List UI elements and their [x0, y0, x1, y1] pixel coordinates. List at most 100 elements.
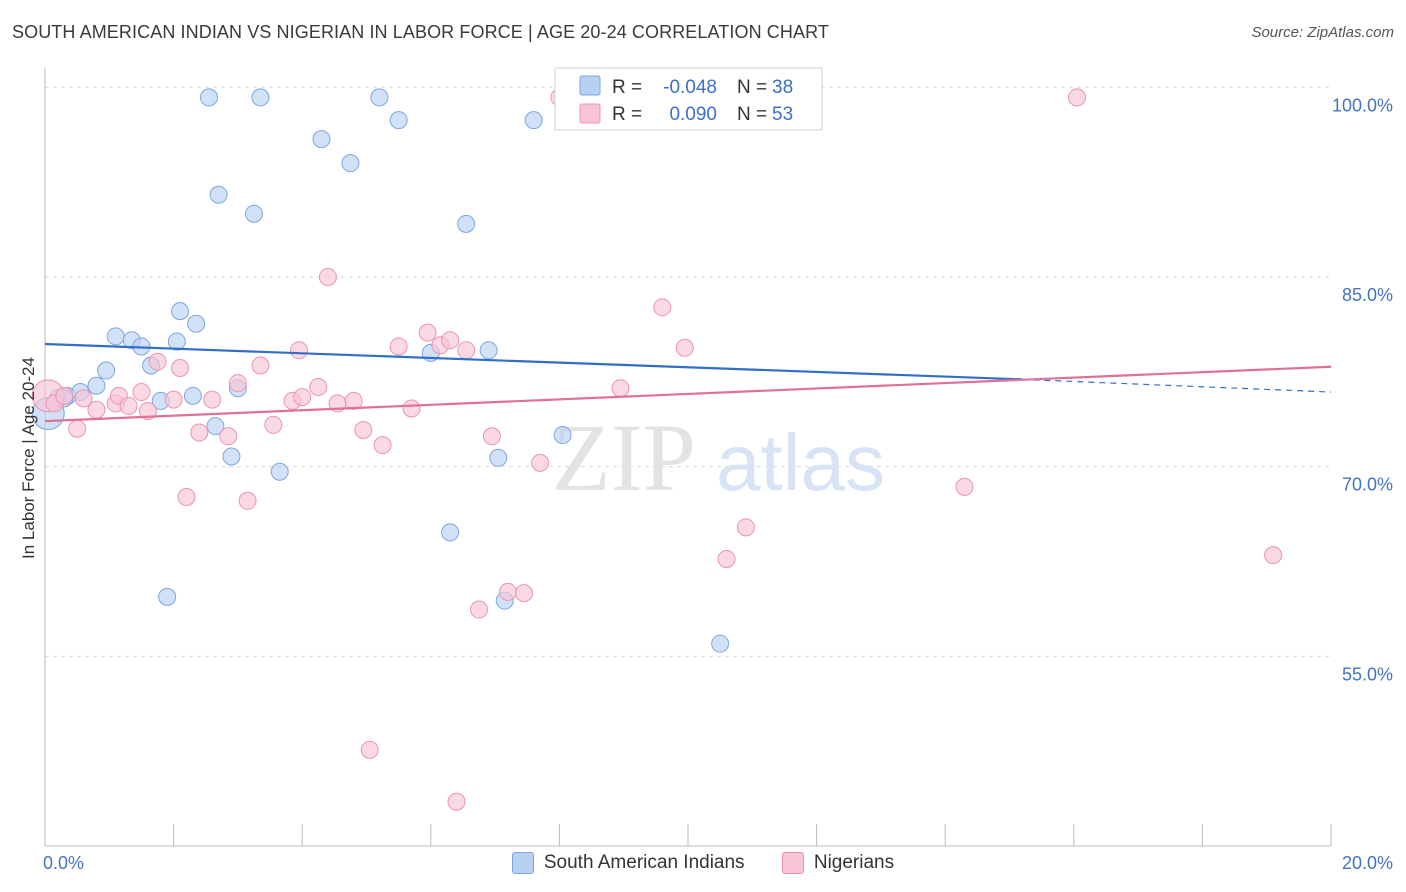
point-pink-5 — [87, 400, 106, 419]
point-pink-42 — [515, 584, 534, 603]
point-pink-25 — [309, 377, 328, 396]
axis-layer: 100.0% 85.0% 70.0% 55.0% 0.0% 20.0% — [43, 68, 1393, 873]
point-pink-29 — [354, 420, 373, 439]
point-blue-31 — [479, 341, 498, 360]
point-pink-48 — [675, 338, 694, 357]
trend-line-blue-dashed — [1022, 378, 1332, 393]
watermark-zip: ZIP — [552, 404, 696, 511]
point-blue-23 — [270, 462, 289, 481]
point-pink-26 — [318, 267, 337, 286]
legend-r-value-1: -0.048 — [663, 77, 717, 98]
point-pink-12 — [164, 390, 183, 409]
point-blue-21 — [244, 204, 263, 223]
legend-r-value-2: 0.090 — [669, 104, 717, 125]
point-pink-46 — [611, 379, 630, 398]
legend-swatch-blue — [579, 75, 601, 96]
point-blue-4 — [87, 376, 106, 395]
point-blue-5 — [97, 361, 116, 380]
watermark: ZIP atlas — [552, 404, 885, 511]
point-blue-15 — [183, 386, 202, 405]
point-pink-3 — [68, 419, 87, 438]
point-pink-43 — [531, 453, 550, 472]
point-pink-49 — [717, 549, 736, 568]
point-pink-51 — [955, 477, 974, 496]
legend-n-value-1: 38 — [772, 77, 793, 98]
point-blue-24 — [312, 130, 331, 149]
y-tick-label-3: 55.0% — [1342, 664, 1393, 684]
watermark-atlas: atlas — [716, 418, 885, 507]
point-pink-9 — [132, 383, 151, 402]
legend-r-label-1: R = — [612, 77, 642, 98]
point-pink-41 — [498, 582, 517, 601]
point-pink-16 — [203, 390, 222, 409]
point-pink-38 — [457, 341, 476, 360]
point-pink-34 — [418, 323, 437, 342]
point-blue-26 — [370, 88, 389, 107]
point-pink-30 — [360, 740, 379, 759]
point-pink-10 — [138, 402, 157, 421]
point-pink-37 — [447, 792, 466, 811]
bottom-legend-item-nigerians: Nigerians — [781, 852, 895, 874]
bottom-legend-swatch-blue — [511, 852, 534, 874]
point-pink-19 — [238, 491, 257, 510]
point-pink-32 — [389, 337, 408, 356]
point-pink-18 — [228, 374, 247, 393]
bottom-legend-label-1: South American Indians — [543, 852, 745, 873]
point-pink-14 — [177, 487, 196, 506]
bottom-legend-item-south-american-indians: South American Indians — [511, 852, 745, 874]
point-pink-40 — [482, 427, 501, 446]
point-pink-17 — [219, 427, 238, 446]
point-blue-19 — [222, 447, 241, 466]
point-pink-31 — [373, 436, 392, 455]
point-blue-36 — [711, 634, 730, 653]
point-pink-24 — [293, 388, 312, 407]
chart-title: SOUTH AMERICAN INDIAN VS NIGERIAN IN LAB… — [12, 22, 829, 42]
point-pink-20 — [251, 356, 270, 375]
y-tick-label-2: 70.0% — [1342, 475, 1393, 495]
point-blue-30 — [457, 214, 476, 233]
bottom-legend-label-2: Nigerians — [813, 852, 895, 873]
legend-r-label-2: R = — [612, 104, 642, 125]
point-pink-53 — [1264, 546, 1283, 565]
point-pink-4 — [74, 389, 93, 408]
point-pink-33 — [402, 399, 421, 418]
point-blue-32 — [489, 448, 508, 467]
point-blue-17 — [209, 185, 228, 204]
point-blue-11 — [158, 587, 177, 606]
point-pink-23 — [289, 341, 308, 360]
point-pink-15 — [190, 423, 209, 442]
point-pink-28 — [344, 391, 363, 410]
point-blue-12 — [171, 302, 190, 321]
point-pink-50 — [736, 518, 755, 537]
legend-n-label-2: N = — [737, 104, 767, 125]
x-tick-label-0: 0.0% — [43, 853, 84, 873]
point-pink-13 — [171, 359, 190, 378]
points-layer — [31, 88, 1283, 811]
grid-layer — [45, 86, 1331, 657]
point-pink-8 — [119, 396, 138, 415]
point-blue-25 — [341, 154, 360, 173]
point-pink-39 — [470, 600, 489, 619]
point-pink-11 — [148, 352, 167, 371]
point-blue-18 — [206, 417, 225, 436]
legend-box: R = -0.048 N = 38 R = 0.090 N = 53 — [554, 67, 823, 131]
point-pink-2 — [55, 386, 74, 405]
legend-swatch-pink — [579, 103, 601, 124]
legend-n-label-1: N = — [737, 77, 767, 98]
bottom-legend-swatch-pink — [781, 852, 804, 874]
y-tick-label-1: 85.0% — [1342, 285, 1393, 305]
chart-source: Source: ZipAtlas.com — [1251, 24, 1394, 41]
y-axis-label: In Labor Force | Age 20-24 — [19, 357, 38, 559]
point-blue-13 — [167, 332, 186, 351]
point-pink-52 — [1068, 88, 1087, 107]
point-blue-22 — [251, 88, 270, 107]
point-blue-35 — [553, 426, 572, 445]
trend-line-pink — [44, 365, 1332, 423]
x-tick-label-1: 20.0% — [1342, 853, 1393, 873]
point-pink-47 — [653, 298, 672, 317]
point-pink-36 — [441, 331, 460, 350]
point-blue-16 — [199, 88, 218, 107]
point-blue-29 — [441, 523, 460, 542]
y-tick-label-0: 100.0% — [1332, 95, 1393, 115]
